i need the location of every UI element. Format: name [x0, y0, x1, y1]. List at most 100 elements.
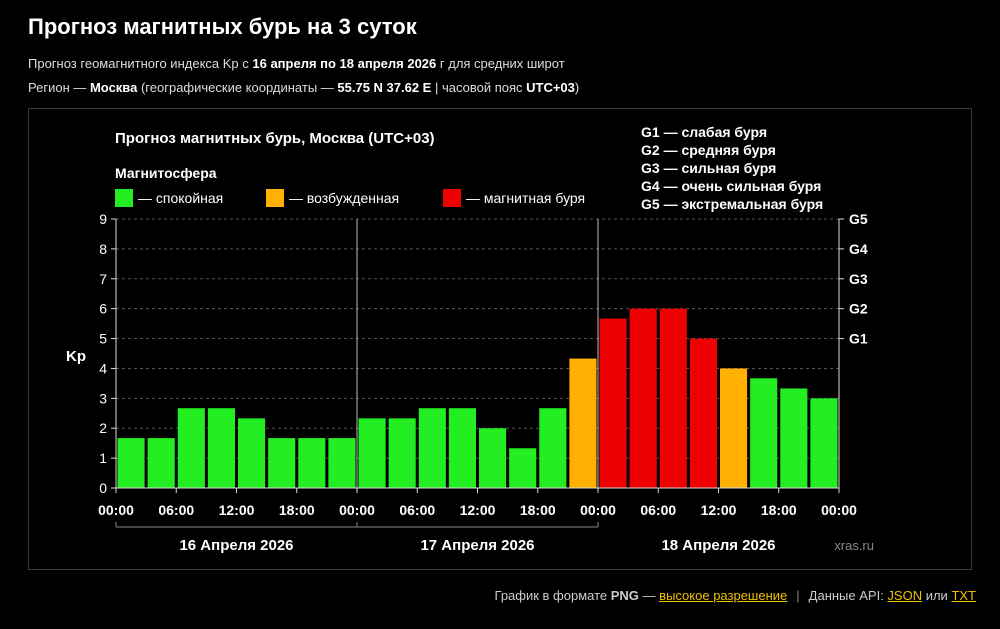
x-tick-label: 06:00: [158, 502, 194, 518]
chart-title: Прогноз магнитных бурь, Москва (UTC+03): [115, 130, 435, 147]
y-tick-label: 5: [99, 331, 107, 347]
x-tick-label: 18:00: [279, 502, 315, 518]
period-prefix: Прогноз геомагнитного индекса Kp с: [28, 56, 253, 71]
json-link[interactable]: JSON: [887, 588, 923, 603]
axes-layer: 0 1 2 3 4 5 6 7 8 9 Kp G1 G2 G3 G4 G5 00:00 06:00 12:00 18:…: [66, 211, 874, 554]
x-tick-label: 18:00: [761, 502, 797, 518]
kp-bar: [177, 408, 205, 488]
kp-bar: [659, 308, 687, 488]
legend-layer: Прогноз магнитных бурь, Москва (UTC+03) М…: [115, 124, 823, 212]
kp-bar: [750, 378, 778, 488]
kp-bar: [207, 408, 235, 488]
kp-bar: [539, 408, 567, 488]
y-tick-label: 1: [99, 450, 107, 466]
kp-bar: [328, 438, 356, 488]
kp-bar: [448, 408, 476, 488]
x-tick-label: 06:00: [399, 502, 435, 518]
x-tick-label: 18:00: [520, 502, 556, 518]
storm-level-label: G3: [849, 271, 868, 287]
kp-bar: [689, 338, 717, 488]
period-suffix: г для средних широт: [436, 56, 565, 71]
y-tick-label: 0: [99, 480, 107, 496]
x-tick-label: 12:00: [701, 502, 737, 518]
footer-api-text: Данные API:: [808, 588, 888, 603]
legend-swatch: [266, 189, 284, 207]
region-prefix: Регион —: [28, 80, 90, 95]
kp-bar: [117, 438, 145, 488]
y-tick-label: 3: [99, 390, 107, 406]
forecast-period-line: Прогноз геомагнитного индекса Kp с 16 ап…: [28, 56, 565, 71]
txt-link[interactable]: TXT: [951, 588, 976, 603]
x-tick-label: 00:00: [821, 502, 857, 518]
legend-label: — возбужденная: [289, 190, 399, 206]
storm-level-label: G2: [849, 301, 868, 317]
high-resolution-link[interactable]: высокое разрешение: [659, 588, 788, 603]
kp-bar: [147, 438, 175, 488]
legend-swatch: [443, 189, 461, 207]
kp-bar: [238, 418, 266, 488]
y-tick-label: 4: [99, 360, 107, 376]
footer-png-text: График в формате: [494, 588, 611, 603]
storm-legend-item: G2 — средняя буря: [641, 142, 776, 158]
kp-bar: [268, 438, 296, 488]
legend-swatch: [115, 189, 133, 207]
period-dates: 16 апреля по 18 апреля 2026: [252, 56, 437, 71]
kp-bar: [388, 418, 416, 488]
legend-title: Магнитосфера: [115, 165, 217, 181]
y-tick-label: 2: [99, 420, 107, 436]
region-coords: 55.75 N 37.62 E: [337, 80, 432, 95]
kp-bar: [569, 358, 597, 488]
kp-chart: 0 1 2 3 4 5 6 7 8 9 Kp G1 G2 G3 G4 G5 00:00 06:00 12:00 18:…: [66, 124, 874, 554]
day-label: 18 Апреля 2026: [661, 537, 775, 554]
plot-area: [116, 219, 839, 488]
footer: График в формате PNG — высокое разрешени…: [0, 588, 976, 603]
y-tick-label: 9: [99, 211, 107, 227]
region-city: Москва: [89, 80, 138, 95]
x-tick-label: 00:00: [98, 502, 134, 518]
region-mid: (географические координаты —: [137, 80, 338, 95]
kp-bar: [780, 388, 808, 488]
kp-bar: [479, 428, 507, 488]
kp-bar: [720, 368, 748, 488]
storm-legend-item: G4 — очень сильная буря: [641, 178, 821, 194]
grid-layer: [116, 218, 839, 489]
x-tick-label: 06:00: [640, 502, 676, 518]
kp-bar: [599, 318, 627, 488]
day-label: 17 Апреля 2026: [420, 537, 534, 554]
region-line: Регион — Москва (географические координа…: [28, 80, 579, 95]
day-label: 16 Апреля 2026: [179, 537, 293, 554]
footer-or-text: или: [922, 588, 952, 603]
watermark: xras.ru: [834, 538, 874, 553]
page-title: Прогноз магнитных бурь на 3 суток: [28, 14, 417, 39]
kp-bar: [418, 408, 446, 488]
kp-bar: [629, 308, 657, 488]
y-axis-label: Kp: [66, 348, 86, 365]
x-tick-label: 12:00: [460, 502, 496, 518]
storm-level-label: G5: [849, 211, 868, 227]
region-timezone: UTC+03: [526, 80, 575, 95]
kp-bar: [298, 438, 326, 488]
kp-bar: [358, 418, 386, 488]
footer-separator: |: [796, 588, 800, 603]
y-tick-label: 8: [99, 241, 107, 257]
storm-legend-item: G3 — сильная буря: [641, 160, 776, 176]
bars-layer: [117, 308, 838, 488]
storm-level-label: G4: [849, 241, 868, 257]
y-tick-label: 7: [99, 271, 107, 287]
kp-bar: [509, 448, 537, 488]
legend-label: — спокойная: [138, 190, 223, 206]
legend-label: — магнитная буря: [466, 190, 585, 206]
footer-png-dash: —: [638, 588, 660, 603]
x-tick-label: 00:00: [339, 502, 375, 518]
storm-legend-item: G1 — слабая буря: [641, 124, 767, 140]
footer-png-bold: PNG: [610, 588, 639, 603]
y-tick-label: 6: [99, 301, 107, 317]
chart-panel: 0 1 2 3 4 5 6 7 8 9 Kp G1 G2 G3 G4 G5 00:00 06:00 12:00 18:…: [28, 108, 972, 570]
region-sep: | часовой пояс: [431, 80, 527, 95]
x-tick-label: 00:00: [580, 502, 616, 518]
storm-legend-item: G5 — экстремальная буря: [641, 196, 823, 212]
storm-level-label: G1: [849, 331, 868, 347]
x-tick-label: 12:00: [219, 502, 255, 518]
kp-bar: [810, 398, 838, 488]
region-end: ): [574, 80, 580, 95]
